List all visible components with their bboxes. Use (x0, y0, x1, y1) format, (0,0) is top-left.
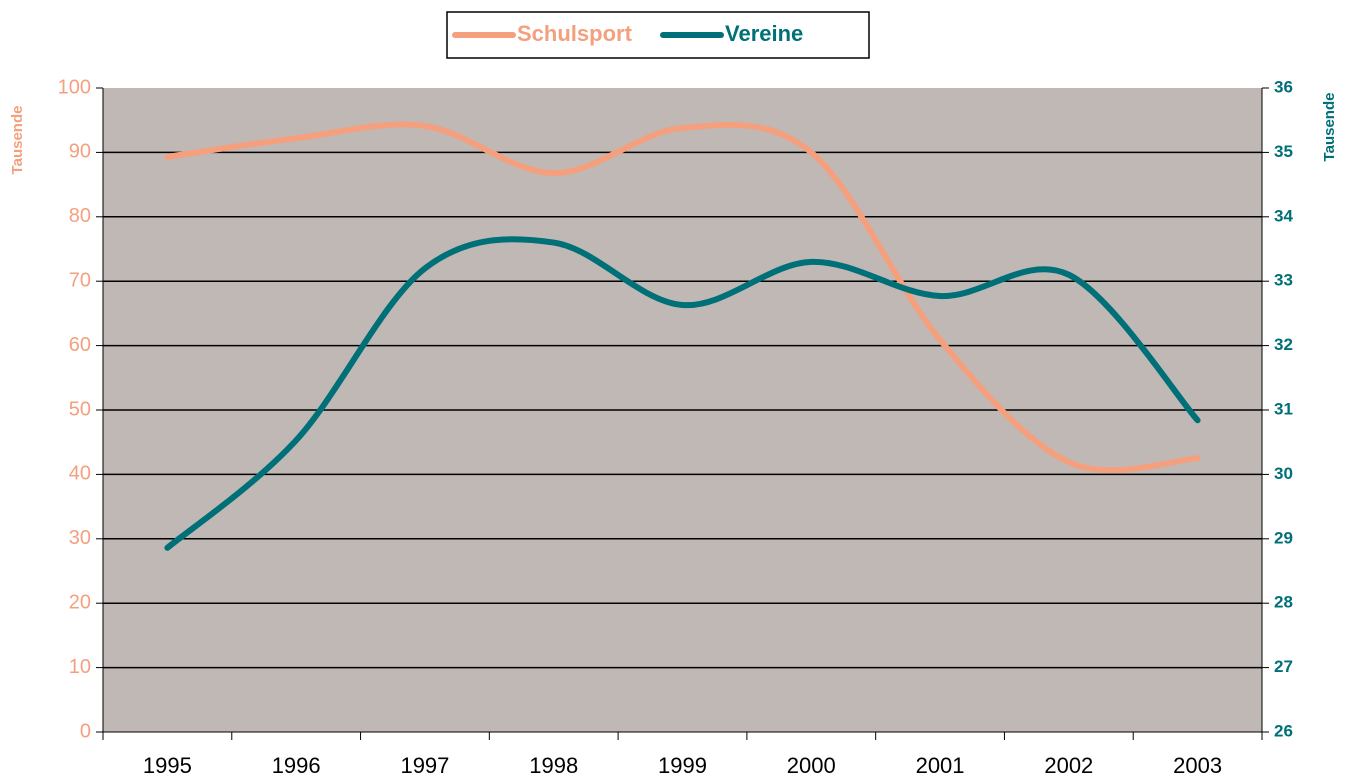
y-tick-label: 50 (69, 398, 91, 420)
legend-label: Vereine (725, 21, 803, 46)
y-tick-label: 90 (69, 141, 91, 163)
line-series (164, 236, 1201, 551)
x-tick-label: 1996 (272, 753, 321, 778)
x-tick-label: 2002 (1044, 753, 1093, 778)
y-tick-label: 0 (80, 720, 91, 742)
x-tick-label: 1999 (658, 753, 707, 778)
x-tick-label: 2003 (1173, 753, 1222, 778)
y-tick-label: 60 (69, 334, 91, 356)
x-tick-label: 2000 (787, 753, 836, 778)
y2-tick-label: 30 (1274, 464, 1293, 483)
y-tick-label: 100 (58, 76, 91, 98)
y-tick-label: 20 (69, 591, 91, 613)
y-tick-label: 80 (69, 205, 91, 227)
y2-tick-label: 31 (1274, 399, 1293, 418)
y2-tick-label: 32 (1274, 335, 1293, 354)
y2-tick-label: 29 (1274, 528, 1293, 547)
x-tick-label: 1997 (400, 753, 449, 778)
y2-tick-label: 26 (1274, 721, 1293, 740)
legend (446, 11, 870, 59)
y2-tick-label: 35 (1274, 142, 1293, 161)
legend-label: Schulsport (517, 21, 633, 46)
y2-tick-label: 27 (1274, 657, 1293, 676)
y-tick-label: 70 (69, 269, 91, 291)
line-series (164, 121, 1201, 474)
y2-tick-label: 33 (1274, 271, 1293, 290)
y2-axis-title: Tausende (1321, 93, 1338, 162)
y-tick-label: 10 (69, 656, 91, 678)
y2-tick-label: 28 (1274, 593, 1293, 612)
x-tick-label: 1998 (529, 753, 578, 778)
y2-tick-label: 34 (1274, 206, 1293, 225)
y-tick-label: 40 (69, 463, 91, 485)
y2-tick-label: 36 (1274, 77, 1293, 96)
x-tick-label: 1995 (143, 753, 192, 778)
x-tick-label: 2001 (916, 753, 965, 778)
y-tick-label: 30 (69, 527, 91, 549)
y-axis-title: Tausende (9, 106, 26, 175)
